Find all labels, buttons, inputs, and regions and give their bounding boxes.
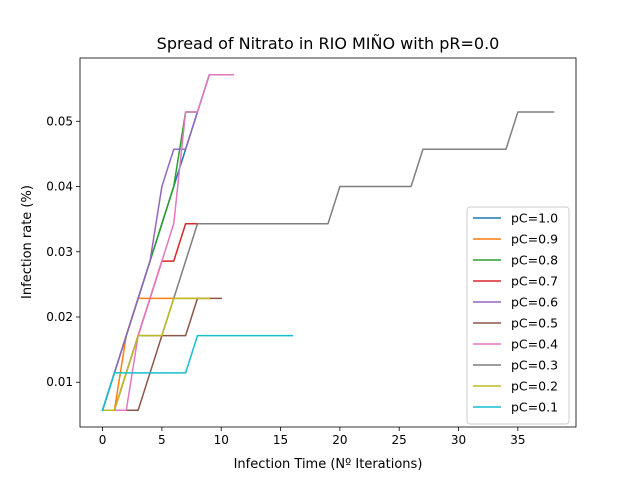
y-tick-label: 0.01 (46, 375, 73, 389)
series-line-7 (101, 111, 555, 411)
legend-entry-label: pC=0.4 (511, 337, 558, 352)
legend-box (466, 206, 570, 425)
legend: pC=1.0 pC=0.9 pC=0.8 pC=0.7 pC=0.6 pC=0.5 pC=0… (466, 206, 570, 425)
y-tick-label: 0.03 (46, 245, 73, 259)
y-axis-label: Infection rate (%) (20, 185, 35, 299)
x-tick-label: 15 (273, 433, 288, 447)
x-tick-label: 25 (392, 433, 407, 447)
x-axis: 0 5 10 15 20 25 30 35 (99, 427, 525, 447)
series-line-9 (101, 334, 294, 412)
x-tick-label: 20 (332, 433, 347, 447)
y-tick-label: 0.02 (46, 310, 73, 324)
axes-frame (79, 57, 577, 428)
series-layer (101, 73, 555, 412)
legend-entry-label: pC=0.2 (511, 379, 558, 394)
legend-entry-label: pC=0.9 (511, 232, 558, 247)
legend-entry-label: pC=0.8 (511, 253, 558, 268)
x-tick-label: 10 (214, 433, 229, 447)
x-tick-label: 5 (158, 433, 166, 447)
x-axis-label: Infection Time (Nº Iterations) (234, 457, 423, 472)
x-tick-label: 30 (451, 433, 466, 447)
y-axis: 0.01 0.02 0.03 0.04 0.05 (46, 114, 80, 389)
x-tick-label: 0 (99, 433, 107, 447)
series-line-8 (101, 297, 211, 411)
legend-entry-label: pC=0.7 (511, 274, 558, 289)
legend-entry-label: pC=1.0 (511, 211, 558, 226)
chart-title: Spread of Nitrato in RIO MIÑO with pR=0.… (157, 34, 500, 53)
series-line-6 (101, 73, 234, 411)
y-tick-label: 0.05 (46, 114, 73, 128)
legend-entry-label: pC=0.1 (511, 400, 558, 415)
y-tick-label: 0.04 (46, 180, 73, 194)
legend-entry-label: pC=0.5 (511, 316, 558, 331)
legend-entry-label: pC=0.3 (511, 358, 558, 373)
x-tick-label: 35 (510, 433, 525, 447)
legend-entry-label: pC=0.6 (511, 295, 558, 310)
